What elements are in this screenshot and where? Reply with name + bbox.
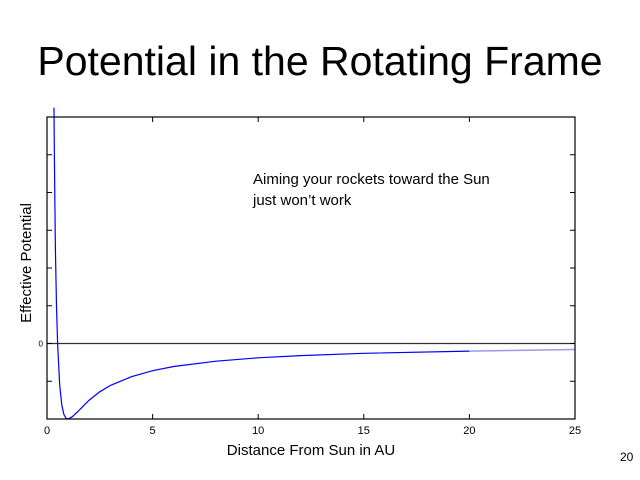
y-axis-label: Effective Potential — [18, 203, 35, 323]
x-axis-label: Distance From Sun in AU — [227, 442, 395, 459]
slide-number: 20 — [620, 450, 634, 464]
series-line — [53, 107, 470, 420]
plot-frame — [46, 116, 576, 420]
x-tick-label: 5 — [150, 425, 156, 437]
annotation-text: just won’t work — [252, 192, 352, 209]
y-tick-label: 0 — [39, 340, 44, 349]
slide-title: Potential in the Rotating Frame — [37, 38, 603, 84]
x-tick-label: 20 — [463, 425, 475, 437]
x-tick-label: 10 — [252, 425, 264, 437]
x-tick-label: 0 — [44, 425, 50, 437]
annotation-text: Aiming your rockets toward the Sun — [253, 171, 490, 188]
x-tick-label: 25 — [569, 425, 581, 437]
series-line-faded — [469, 348, 576, 352]
x-tick-label: 15 — [358, 425, 370, 437]
